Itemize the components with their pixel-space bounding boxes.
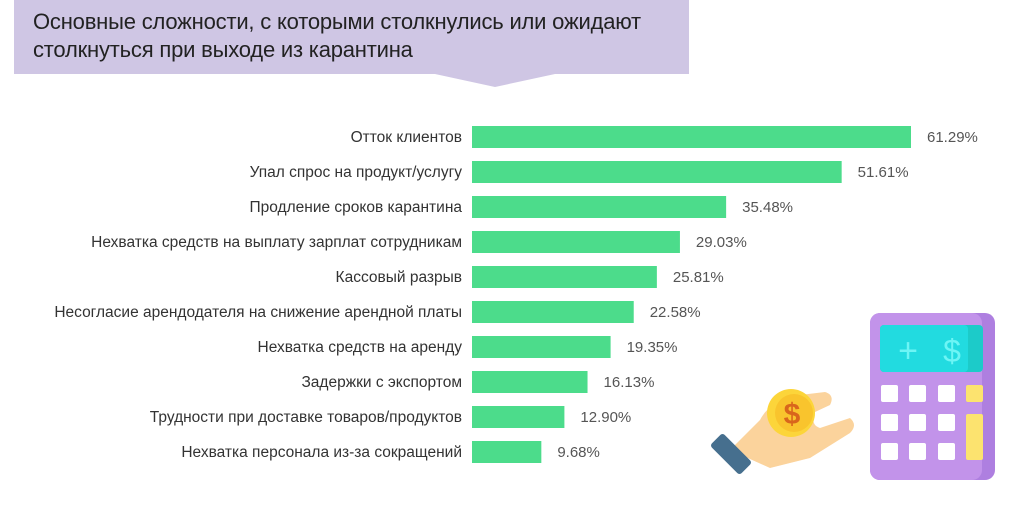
bar xyxy=(472,126,911,148)
value-label: 9.68% xyxy=(557,444,600,461)
value-label: 61.29% xyxy=(927,129,978,146)
bar xyxy=(472,336,611,358)
value-label: 29.03% xyxy=(696,234,747,251)
category-label: Нехватка персонала из-за сокращений xyxy=(181,444,462,461)
category-label: Упал спрос на продукт/услугу xyxy=(250,164,463,181)
chart-title: Основные сложности, с которыми столкнули… xyxy=(33,9,641,62)
value-label: 12.90% xyxy=(580,409,631,426)
value-label: 51.61% xyxy=(858,164,909,181)
bar xyxy=(472,196,727,218)
bar xyxy=(472,371,588,393)
category-label: Кассовый разрыв xyxy=(336,269,462,286)
hand-coin-icon: $ xyxy=(711,389,854,474)
category-label: Несогласие арендодателя на снижение арен… xyxy=(54,304,462,321)
svg-text:+: + xyxy=(898,332,918,370)
bar xyxy=(472,231,680,253)
value-label: 25.81% xyxy=(673,269,724,286)
bar xyxy=(472,406,565,428)
calculator-icon: + $ xyxy=(870,313,995,480)
svg-text:$: $ xyxy=(784,398,801,431)
value-label: 19.35% xyxy=(627,339,678,356)
category-label: Отток клиентов xyxy=(351,129,462,146)
bar xyxy=(472,441,542,463)
value-label: 22.58% xyxy=(650,304,701,321)
bar xyxy=(472,301,634,323)
category-label: Нехватка средств на выплату зарплат сотр… xyxy=(91,234,462,251)
category-label: Трудности при доставке товаров/продуктов xyxy=(150,409,462,426)
category-label: Задержки с экспортом xyxy=(301,374,462,391)
bar xyxy=(472,266,657,288)
value-label: 35.48% xyxy=(742,199,793,216)
category-label: Нехватка средств на аренду xyxy=(258,339,463,356)
value-label: 16.13% xyxy=(604,374,655,391)
svg-text:$: $ xyxy=(943,333,961,369)
bar xyxy=(472,161,842,183)
title-banner xyxy=(14,0,689,87)
category-label: Продление сроков карантина xyxy=(250,199,463,216)
illustration: $ + $ xyxy=(711,313,995,480)
